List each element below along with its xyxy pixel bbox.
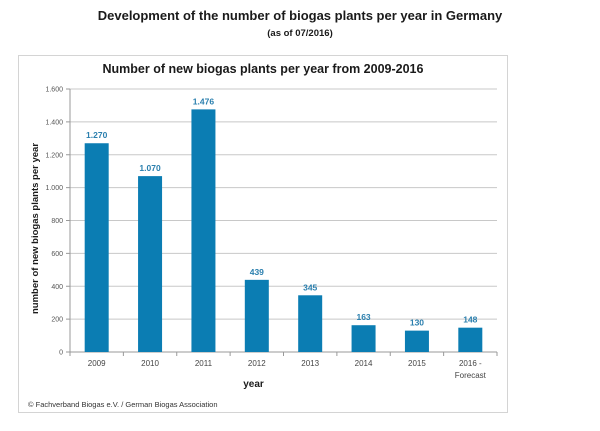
bar: [298, 295, 323, 352]
y-tick-label: 1.000: [45, 185, 63, 192]
y-axis-label: number of new biogas plants per year: [30, 143, 41, 314]
y-tick-label: 200: [51, 317, 63, 324]
x-tick-label: 2011: [195, 359, 213, 368]
bar: [404, 330, 429, 352]
bar: [458, 327, 483, 352]
data-label: 163: [356, 312, 370, 322]
subtitle: (as of 07/2016): [267, 28, 333, 39]
y-tick-label: 400: [51, 284, 63, 291]
x-tick-label: 2012: [248, 359, 266, 368]
main-title: Development of the number of biogas plan…: [97, 8, 503, 23]
bar: [138, 176, 163, 352]
y-tick-label: 1.400: [45, 119, 63, 126]
x-tick-label: 2013: [301, 359, 319, 368]
y-tick-label: 0: [59, 350, 63, 357]
chart-title: Number of new biogas plants per year fro…: [102, 62, 424, 76]
y-tick-label: 1.200: [45, 152, 63, 159]
data-label: 439: [250, 267, 264, 277]
x-tick-label: 2016 -: [459, 359, 482, 368]
data-label: 1.070: [139, 163, 161, 173]
source-credit: © Fachverband Biogas e.V. / German Bioga…: [28, 400, 218, 409]
data-label: 1.476: [193, 96, 215, 106]
data-label: 345: [303, 282, 317, 292]
bar: [244, 279, 269, 352]
y-tick-label: 600: [51, 251, 63, 258]
x-tick-label: 2010: [141, 359, 159, 368]
x-tick-label: 2014: [355, 359, 373, 368]
y-tick-label: 1.600: [45, 87, 63, 94]
y-tick-label: 800: [51, 218, 63, 225]
bar: [84, 143, 109, 352]
x-axis-label: year: [243, 379, 264, 390]
x-tick-label: 2015: [408, 359, 426, 368]
x-tick-label-line2: Forecast: [455, 371, 487, 380]
x-tick-label: 2009: [88, 359, 106, 368]
data-label: 1.270: [86, 130, 108, 140]
data-label: 148: [463, 315, 477, 325]
bar: [351, 325, 376, 352]
data-label: 130: [410, 318, 424, 328]
bar: [191, 109, 216, 352]
